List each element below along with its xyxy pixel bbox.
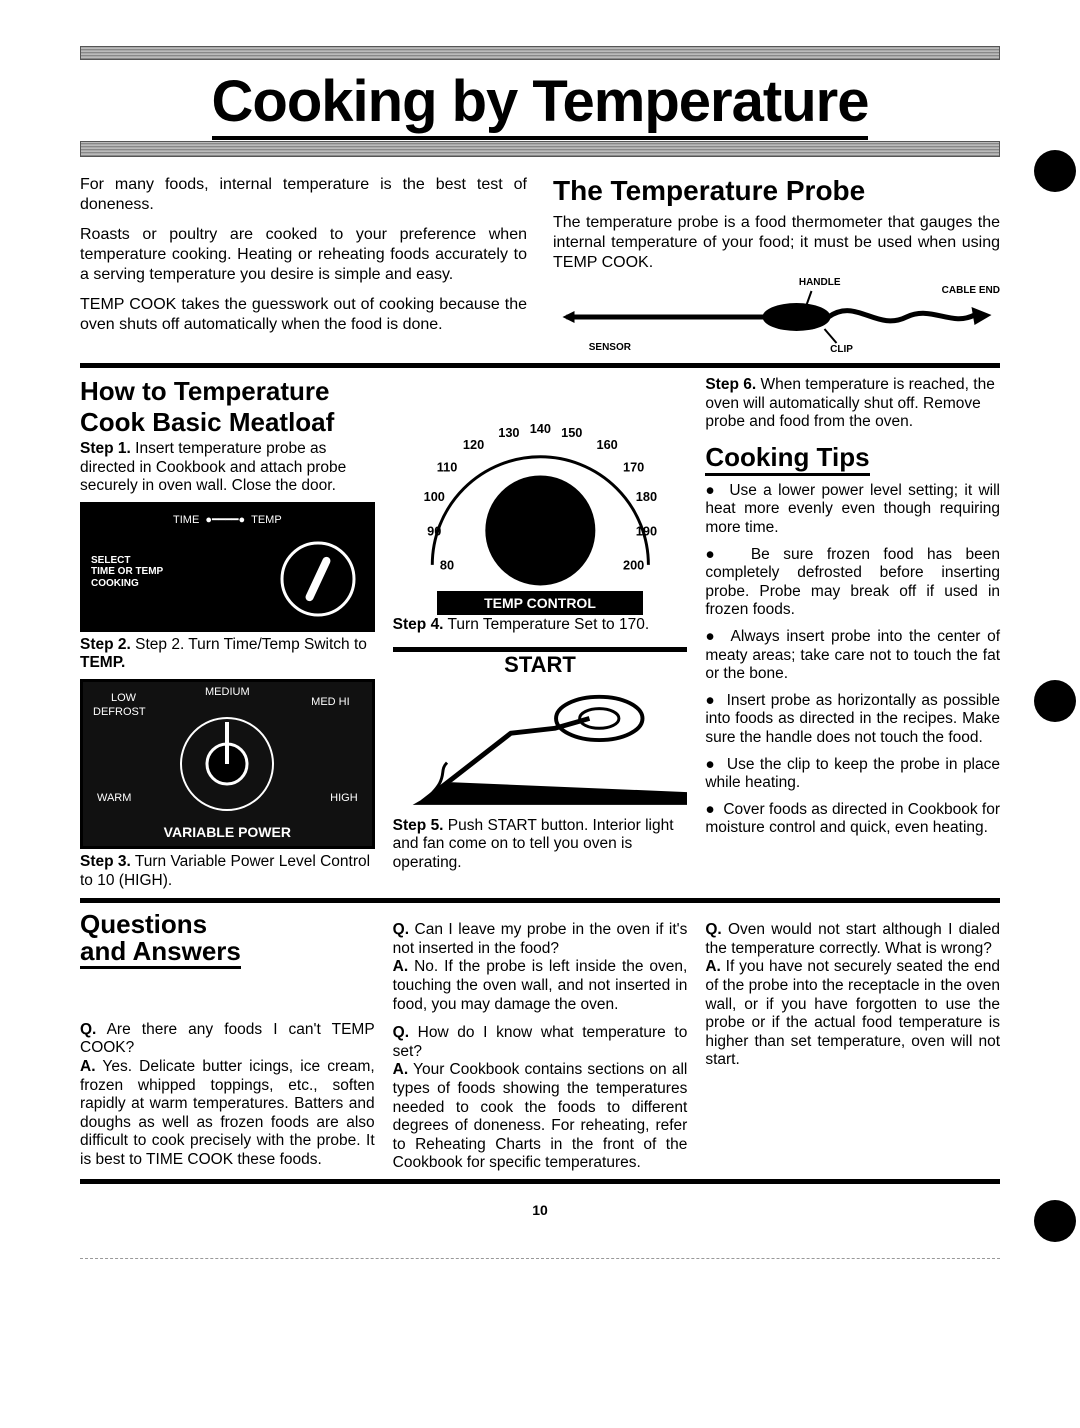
tip-6: ● Cover foods as directed in Cookbook fo… <box>705 801 1000 838</box>
probe-diagram: HANDLE CABLE END SENSOR CLIP <box>553 277 1000 355</box>
divider-3 <box>80 1179 1000 1184</box>
qa-q2: Q. Can I leave my probe in the oven if i… <box>393 921 688 958</box>
qa-col3: Q. Oven would not start although I diale… <box>705 911 1000 1173</box>
svg-text:130: 130 <box>498 425 519 440</box>
intro-column: For many foods, internal temperature is … <box>80 175 527 355</box>
hole-punch <box>1034 680 1076 722</box>
vp-def: DEFROST <box>93 706 146 718</box>
intro-p3: TEMP COOK takes the guesswork out of coo… <box>80 295 527 335</box>
howto-heading: How to Temperature Cook Basic Meatloaf <box>80 376 375 438</box>
qa-a1: A. Yes. Delicate butter icings, ice crea… <box>80 1058 375 1170</box>
step6: Step 6. When temperature is reached, the… <box>705 376 1000 432</box>
svg-text:170: 170 <box>623 460 644 475</box>
probe-text: The temperature probe is a food thermome… <box>553 213 1000 273</box>
vp-medhi: MED HI <box>311 696 350 708</box>
divider <box>80 363 1000 368</box>
qa-q1: Q. Are there any foods I can't TEMP COOK… <box>80 1021 375 1058</box>
fig-tempdial: 80 90 100 110 120 130 140 150 160 170 18… <box>393 416 688 616</box>
vp-main-label: VARIABLE POWER <box>83 824 372 840</box>
fig-select-label: SELECT TIME OR TEMP COOKING <box>91 555 163 590</box>
qa-a2: A. No. If the probe is left inside the o… <box>393 958 688 1014</box>
page-edge <box>80 1258 1000 1259</box>
tip-2: ● Be sure frozen food has been completel… <box>705 546 1000 620</box>
fig-varpower: LOW MEDIUM MED HI DEFROST WARM HIGH VARI… <box>80 679 375 849</box>
step5: Step 5. Push START button. Interior ligh… <box>393 817 688 873</box>
tip-4: ● Insert probe as horizontally as possib… <box>705 692 1000 748</box>
probe-column: The Temperature Probe The temperature pr… <box>553 175 1000 355</box>
svg-text:80: 80 <box>440 558 454 573</box>
vp-high: HIGH <box>330 792 358 804</box>
step4: Step 4. Turn Temperature Set to 170. <box>393 616 688 635</box>
fig-timetemp: TIME ●━━━━● TEMP SELECT TIME OR TEMP COO… <box>80 502 375 632</box>
decor-bar-top <box>80 46 1000 60</box>
probe-label-cable: CABLE END <box>942 285 1000 296</box>
vp-low: LOW <box>111 692 136 704</box>
svg-text:100: 100 <box>423 489 444 504</box>
qa-a3: A. Your Cookbook contains sections on al… <box>393 1061 688 1173</box>
vp-warm: WARM <box>97 792 131 804</box>
step2: Step 2. Step 2. Turn Time/Temp Switch to… <box>80 636 375 673</box>
fig-time-label: TIME <box>173 514 199 526</box>
svg-text:110: 110 <box>436 460 457 475</box>
svg-text:200: 200 <box>623 558 644 573</box>
probe-label-handle: HANDLE <box>799 277 841 288</box>
hole-punch <box>1034 150 1076 192</box>
fig-temp-label: TEMP <box>251 514 282 526</box>
divider-2 <box>80 898 1000 903</box>
start-label: START <box>393 652 688 678</box>
decor-bar-bottom <box>80 141 1000 157</box>
tip-5: ● Use the clip to keep the probe in plac… <box>705 756 1000 793</box>
howto-col1: How to Temperature Cook Basic Meatloaf S… <box>80 376 375 890</box>
svg-text:120: 120 <box>463 437 484 452</box>
svg-text:140: 140 <box>529 421 550 436</box>
tempdial-label: TEMP CONTROL <box>437 591 643 615</box>
page-number: 10 <box>80 1202 1000 1218</box>
step1: Step 1. Step 1. Insert temperature probe… <box>80 440 375 496</box>
qa-q4: Q. Oven would not start although I diale… <box>705 921 1000 958</box>
intro-p2: Roasts or poultry are cooked to your pre… <box>80 225 527 285</box>
page-title: Cooking by Temperature <box>212 69 869 140</box>
qa-col1: Questionsand Answers Q. Are there any fo… <box>80 911 375 1173</box>
howto-col2: 80 90 100 110 120 130 140 150 160 170 18… <box>393 376 688 890</box>
tips-heading: Cooking Tips <box>705 442 869 476</box>
svg-text:150: 150 <box>561 425 582 440</box>
qa-heading: Questionsand Answers <box>80 911 241 969</box>
qa-col2: Q. Can I leave my probe in the oven if i… <box>393 911 688 1173</box>
vp-med: MEDIUM <box>205 686 250 698</box>
tips-col: Step 6. When temperature is reached, the… <box>705 376 1000 890</box>
probe-heading: The Temperature Probe <box>553 175 1000 207</box>
qa-q3: Q. How do I know what temperature to set… <box>393 1024 688 1061</box>
probe-label-clip: CLIP <box>830 344 853 355</box>
step3: Step 3. Turn Variable Power Level Contro… <box>80 853 375 890</box>
svg-text:90: 90 <box>427 523 441 538</box>
hole-punch <box>1034 1200 1076 1242</box>
svg-text:180: 180 <box>635 489 656 504</box>
tip-3: ● Always insert probe into the center of… <box>705 628 1000 684</box>
svg-text:190: 190 <box>635 523 656 538</box>
intro-p1: For many foods, internal temperature is … <box>80 175 527 215</box>
tip-1: ● Use a lower power level setting; it wi… <box>705 482 1000 538</box>
svg-text:160: 160 <box>596 437 617 452</box>
probe-label-sensor: SENSOR <box>589 342 631 353</box>
qa-a4: A. If you have not securely seated the e… <box>705 958 1000 1070</box>
fig-start: START <box>393 647 688 817</box>
